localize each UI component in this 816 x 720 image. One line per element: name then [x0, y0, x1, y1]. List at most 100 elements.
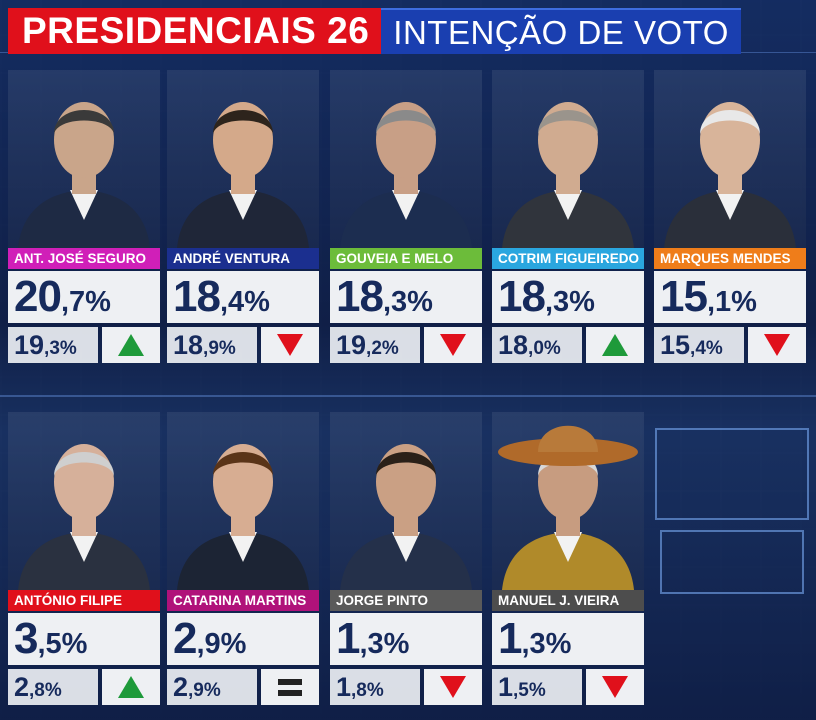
page-subtitle: INTENÇÃO DE VOTO — [381, 8, 741, 54]
trend-indicator — [102, 327, 160, 363]
previous-percentage-integer: 2 — [14, 672, 30, 702]
trend-down-icon — [440, 676, 466, 698]
vote-percentage: 18,3% — [492, 271, 644, 323]
previous-percentage: 18,0% — [492, 327, 582, 363]
vote-percentage-integer: 18 — [498, 272, 546, 321]
previous-percentage-integer: 1 — [498, 672, 514, 702]
vote-percentage-decimal: ,3% — [359, 628, 410, 660]
candidate-name: CATARINA MARTINS — [167, 590, 319, 611]
trend-indicator — [261, 327, 319, 363]
decor-frame — [660, 530, 804, 594]
vote-percentage: 20,7% — [8, 271, 160, 323]
previous-percentage-decimal: ,9% — [188, 680, 221, 701]
trend-equal-icon — [278, 678, 302, 696]
previous-percentage: 1,8% — [330, 669, 420, 705]
page-title: PRESIDENCIAIS 26 — [8, 8, 382, 54]
vote-percentage-integer: 15 — [660, 272, 708, 321]
portrait-icon — [18, 102, 150, 248]
candidate-card: MANUEL J. VIEIRA 1,3% 1,5% — [492, 412, 644, 705]
previous-percentage-decimal: ,5% — [513, 680, 546, 701]
candidate-name: JORGE PINTO — [330, 590, 482, 611]
portrait-icon — [18, 444, 150, 590]
trend-indicator — [586, 327, 644, 363]
trend-down-icon — [764, 334, 790, 356]
previous-percentage: 2,8% — [8, 669, 98, 705]
candidate-card: ANT. JOSÉ SEGURO 20,7% 19,3% — [8, 70, 160, 363]
vote-percentage-decimal: ,5% — [37, 628, 88, 660]
portrait-icon — [340, 102, 472, 248]
trend-indicator — [424, 327, 482, 363]
portrait-icon — [177, 444, 309, 590]
vote-percentage-integer: 1 — [336, 614, 361, 663]
header: PRESIDENCIAIS 26 INTENÇÃO DE VOTO — [8, 8, 741, 54]
candidate-name: GOUVEIA E MELO — [330, 248, 482, 269]
candidate-card: COTRIM FIGUEIREDO 18,3% 18,0% — [492, 70, 644, 363]
trend-indicator — [586, 669, 644, 705]
trend-up-icon — [118, 334, 144, 356]
candidate-photo — [492, 70, 644, 248]
candidate-photo — [8, 70, 160, 248]
previous-percentage: 19,3% — [8, 327, 98, 363]
vote-percentage: 1,3% — [330, 613, 482, 665]
previous-percentage-integer: 1 — [336, 672, 352, 702]
vote-percentage: 1,3% — [492, 613, 644, 665]
candidate-photo — [330, 70, 482, 248]
candidate-card: GOUVEIA E MELO 18,3% 19,2% — [330, 70, 482, 363]
decor-frame — [655, 428, 809, 520]
candidate-name: ANTÓNIO FILIPE — [8, 590, 160, 611]
previous-percentage-integer: 2 — [173, 672, 189, 702]
vote-percentage-decimal: ,3% — [544, 286, 595, 318]
candidate-card: ANDRÉ VENTURA 18,4% 18 ,9% — [167, 70, 319, 363]
candidate-card: ANTÓNIO FILIPE 3,5% 2,8% — [8, 412, 160, 705]
vote-percentage-integer: 3 — [14, 614, 39, 663]
previous-percentage: 15,4% — [654, 327, 744, 363]
trend-up-icon — [602, 334, 628, 356]
candidate-photo — [492, 412, 644, 590]
vote-percentage-integer: 20 — [14, 272, 62, 321]
vote-percentage-decimal: ,3% — [521, 628, 572, 660]
previous-percentage-integer: 19 — [336, 330, 367, 360]
vote-percentage-decimal: ,4% — [219, 286, 270, 318]
vote-percentage: 15,1% — [654, 271, 806, 323]
previous-percentage: 2,9% — [167, 669, 257, 705]
previous-percentage-decimal: ,2% — [366, 338, 399, 359]
candidate-card: MARQUES MENDES 15,1% 15,4% — [654, 70, 806, 363]
candidate-photo — [167, 70, 319, 248]
candidate-photo — [167, 412, 319, 590]
trend-indicator — [261, 669, 319, 705]
vote-percentage-integer: 2 — [173, 614, 198, 663]
candidate-photo — [8, 412, 160, 590]
trend-down-icon — [440, 334, 466, 356]
candidate-name: MANUEL J. VIEIRA — [492, 590, 644, 611]
portrait-icon — [664, 102, 796, 248]
portrait-icon — [498, 425, 638, 590]
previous-percentage-integer: 15 — [660, 330, 691, 360]
vote-percentage-integer: 18 — [173, 272, 221, 321]
previous-percentage-decimal: ,8% — [29, 680, 62, 701]
vote-percentage: 18,3% — [330, 271, 482, 323]
previous-percentage-decimal: ,3% — [44, 338, 77, 359]
vote-percentage: 2,9% — [167, 613, 319, 665]
candidate-name: COTRIM FIGUEIREDO — [492, 248, 644, 269]
previous-percentage-decimal: ,9% — [203, 338, 236, 359]
trend-indicator — [102, 669, 160, 705]
candidate-card: JORGE PINTO 1,3% 1,8% — [330, 412, 482, 705]
previous-percentage-decimal: ,0% — [528, 338, 561, 359]
portrait-icon — [177, 102, 309, 248]
candidate-name: MARQUES MENDES — [654, 248, 806, 269]
vote-percentage: 18,4% — [167, 271, 319, 323]
previous-percentage-integer: 18 — [498, 330, 529, 360]
vote-percentage: 3,5% — [8, 613, 160, 665]
previous-percentage-integer: 19 — [14, 330, 45, 360]
trend-down-icon — [277, 334, 303, 356]
vote-percentage-decimal: ,7% — [60, 286, 111, 318]
candidate-photo — [330, 412, 482, 590]
trend-down-icon — [602, 676, 628, 698]
trend-indicator — [748, 327, 806, 363]
previous-percentage-decimal: ,8% — [351, 680, 384, 701]
candidate-photo — [654, 70, 806, 248]
trend-up-icon — [118, 676, 144, 698]
candidate-name: ANDRÉ VENTURA — [167, 248, 319, 269]
portrait-icon — [340, 444, 472, 590]
vote-percentage-decimal: ,9% — [196, 628, 247, 660]
